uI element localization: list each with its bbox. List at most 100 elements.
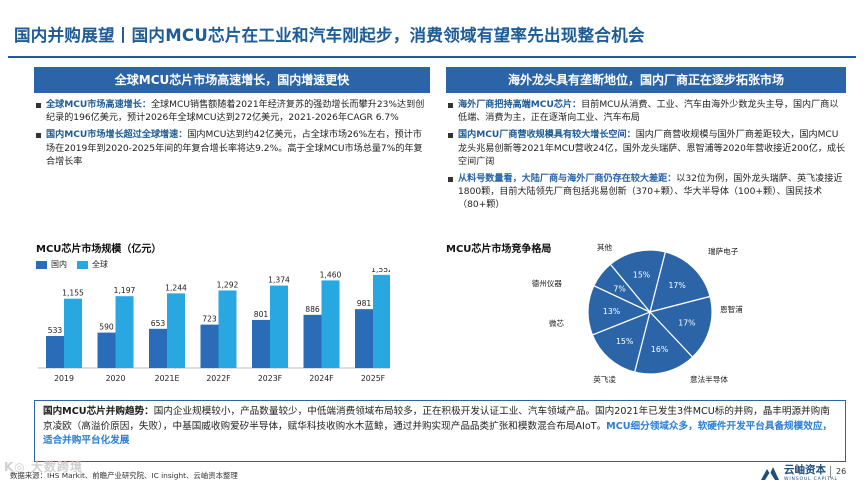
bullet-item: 从料号数量看，大陆厂商与海外厂商仍存在较大差距：以32位为例，国外龙头瑞萨、英飞… (446, 173, 846, 213)
pie-slice (633, 310, 694, 375)
summary-emphasis: MCU细分领域众多，软硬件开发平台具备规模效应，适合并购平台化发展 (43, 420, 833, 447)
bar-value-label: 723 (202, 315, 217, 324)
bar-value-label: 1,552 (371, 268, 390, 274)
ma-trend-summary-box: 国内MCU芯片并购趋势：国内企业规模较小，产品数量较少，中低端消费领域布局较多，… (34, 400, 846, 462)
square-bullet-icon (36, 103, 41, 108)
bar-domestic (355, 309, 373, 368)
pie-category-label: 英飞凌 (593, 374, 616, 384)
summary-heading: 国内MCU芯片并购趋势： (43, 406, 154, 417)
watermark-logo: K◎ 大数跨境 (4, 460, 83, 474)
square-bullet-icon (448, 103, 453, 108)
bullet-heading: 从料号数量看，大陆厂商与海外厂商仍存在较大差距： (458, 174, 677, 185)
square-bullet-icon (36, 133, 41, 139)
bullet-text: 国内厂商营收规模与国外厂商差距较大，国内MCU龙头兆易创新等2021年MCU营收… (458, 130, 846, 167)
bullet-text: 全球MCU销售额随着2021年经济复苏的强劲增长而攀升23%达到创纪录的196亿… (46, 100, 425, 124)
left-section-banner: 全球MCU芯片市场高速增长，国内增速更快 (34, 67, 430, 93)
bar-value-label: 1,374 (268, 276, 290, 285)
square-bullet-icon (448, 133, 453, 139)
legend-item-global: 全球 (77, 259, 108, 270)
pie-slice (609, 249, 667, 314)
x-tick-label: 2019 (54, 374, 74, 383)
page-number-divider (830, 466, 831, 478)
bar-value-label: 1,244 (165, 283, 187, 292)
bar-value-label: 653 (151, 319, 166, 328)
company-logo: 云岫资本 WINSOUL CAPITAL (760, 462, 838, 482)
pie-category-label: 德州仪器 (532, 278, 563, 288)
bar-value-label: 1,197 (114, 286, 136, 295)
mountain-logo-icon (761, 467, 779, 480)
bar-global (270, 285, 288, 368)
bar-global (218, 290, 237, 368)
bar-value-label: 533 (48, 326, 63, 335)
legend-item-domestic: 国内 (36, 259, 67, 270)
square-bullet-icon (448, 177, 453, 183)
bar-domestic (252, 319, 270, 368)
bar-global (167, 293, 185, 368)
bar-global (373, 274, 390, 368)
bullet-heading: 海外厂商把持高端MCU芯片： (458, 100, 582, 110)
pie-percent-label: 15% (633, 270, 650, 279)
bullet-text: 国内MCU达到约42亿美元，占全球市场26%左右，预计市场在2019年到2020… (46, 130, 423, 167)
bullet-item: 国内MCU市场增长超过全球增速：国内MCU达到约42亿美元，占全球市场26%左右… (34, 129, 430, 169)
pie-percent-label: 16% (651, 345, 668, 354)
bar-global (115, 296, 134, 368)
logo-subtext: WINSOUL CAPITAL (784, 477, 838, 482)
left-bullet-list: 全球MCU市场高速增长：全球MCU销售额随着2021年经济复苏的强劲增长而攀升2… (34, 99, 430, 173)
pie-percent-label: 7% (613, 284, 625, 293)
bar-value-label: 981 (357, 299, 372, 308)
logo-wordmark: 云岫资本 WINSOUL CAPITAL (784, 462, 838, 482)
mcu-market-size-bar-chart: 533 1,155 2019 590 1,197 2020 653 1,244 2021E 723… (38, 268, 390, 383)
bar-value-label: 1,460 (320, 270, 342, 279)
pie-category-label: 微芯 (549, 318, 565, 328)
x-tick-label: 2020 (106, 374, 126, 383)
pie-category-label: 意法半导体 (690, 374, 728, 384)
legend-swatch-global (77, 260, 88, 269)
title-divider (8, 56, 856, 58)
mcu-competition-pie-chart: 17% 瑞萨电子 17% 恩智浦 16% 意法半导体 15% 英飞凌 13% 微芯 7% 德州仪器 15… (532, 242, 744, 384)
x-tick-label: 2021E (155, 374, 180, 383)
pie-category-label: 恩智浦 (720, 304, 743, 314)
bar-value-label: 1,155 (62, 289, 84, 298)
bar-domestic (303, 314, 322, 368)
x-tick-label: 2023F (258, 374, 283, 383)
bar-domestic (97, 332, 116, 368)
logo-text: 云岫资本 (784, 464, 826, 476)
bar-chart-legend: 国内 全球 (36, 259, 108, 270)
bar-domestic (200, 324, 219, 368)
right-bullet-list: 海外厂商把持高端MCU芯片：目前MCU从消费、工业、汽车由海外少数龙头主导，国内… (446, 99, 846, 217)
pie-percent-label: 17% (678, 319, 695, 328)
bar-value-label: 886 (305, 305, 320, 314)
bullet-heading: 国内MCU市场增长超过全球增速： (46, 130, 188, 141)
pie-category-label: 瑞萨电子 (708, 246, 739, 256)
bar-domestic (46, 336, 64, 368)
bullet-text: 目前MCU从消费、工业、汽车由海外少数龙头主导，国内厂商以低端、消费为主，正在逐… (458, 100, 839, 124)
x-tick-label: 2024F (309, 374, 334, 383)
x-tick-label: 2025F (361, 374, 386, 383)
bar-value-label: 590 (99, 323, 114, 332)
bar-domestic (149, 328, 167, 368)
bullet-heading: 全球MCU市场高速增长： (46, 100, 151, 110)
pie-slice (591, 311, 651, 373)
bullet-text: 以32位为例，国外龙头瑞萨、英飞凌接近1800颗，目前大陆领先厂商包括兆易创新（… (458, 174, 843, 211)
legend-swatch-domestic (36, 260, 47, 269)
pie-percent-label: 13% (603, 307, 620, 316)
summary-text: 国内企业规模较小，产品数量较少，中低端消费领域布局较多，正在积极开发认证工业、汽… (43, 406, 830, 432)
right-section-banner: 海外龙头具有垄断地位，国内厂商正在逐步拓张市场 (446, 67, 846, 93)
page-number: 26 (836, 467, 847, 476)
bullet-heading: 国内MCU厂商营收规模具有较大增长空间： (458, 130, 636, 141)
pie-slice (648, 295, 713, 358)
bullet-item: 国内MCU厂商营收规模具有较大增长空间：国内厂商营收规模与国外厂商差距较大，国内… (446, 129, 846, 169)
bullet-item: 全球MCU市场高速增长：全球MCU销售额随着2021年经济复苏的强劲增长而攀升2… (34, 99, 430, 125)
pie-percent-label: 15% (616, 337, 633, 346)
x-tick-label: 2022F (206, 374, 231, 383)
pie-slice (649, 251, 711, 313)
data-source-note: 数据来源：IHS Markit、前瞻产业研究院、IC insight、云岫资本整… (10, 471, 238, 480)
bullet-item: 海外厂商把持高端MCU芯片：目前MCU从消费、工业、汽车由海外少数龙头主导，国内… (446, 99, 846, 125)
bar-value-label: 801 (254, 310, 269, 319)
bar-chart-title: MCU芯片市场规模（亿元） (36, 244, 162, 255)
bar-value-label: 1,292 (217, 280, 239, 289)
bar-global (64, 298, 82, 368)
legend-label: 国内 (51, 260, 67, 269)
bar-global (321, 280, 340, 368)
